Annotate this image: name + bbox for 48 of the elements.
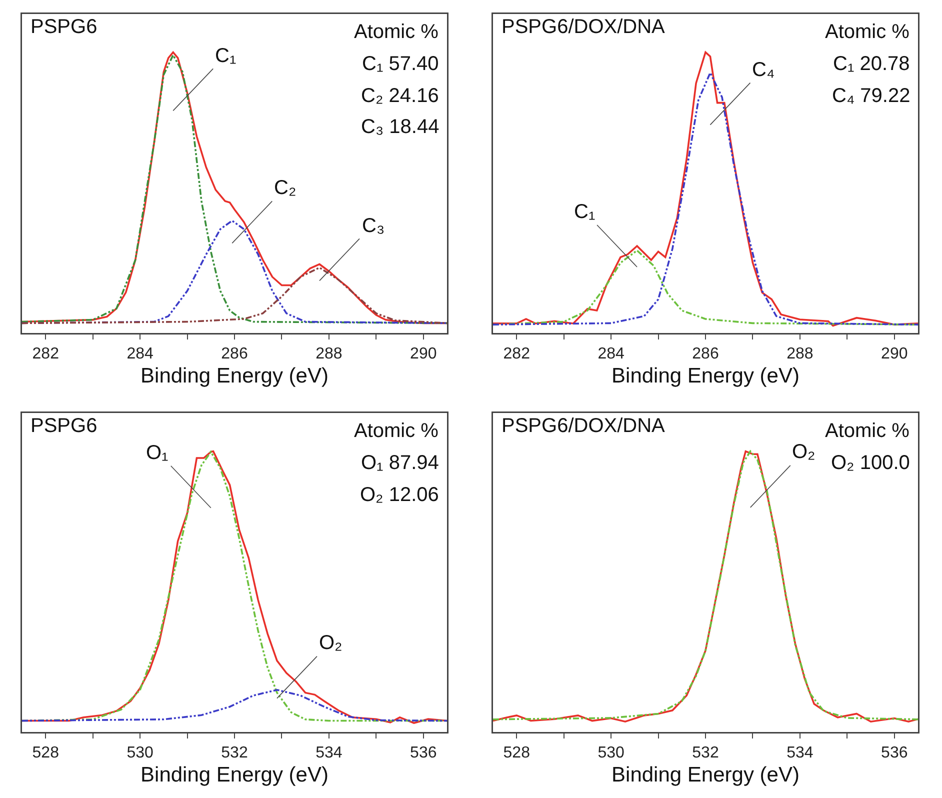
text: C₂	[274, 177, 296, 199]
text: Atomic %	[825, 420, 910, 442]
x-tick-label: 534	[316, 744, 342, 762]
chart-title: PSPG6/DOX/DNA	[502, 16, 666, 38]
chart-title: PSPG6	[30, 16, 98, 38]
annotation: C₁ 20.78	[833, 53, 910, 75]
x-tick-label: 528	[503, 744, 530, 762]
x-tick-label: 288	[316, 346, 342, 363]
x-axis-title: Binding Energy (eV)	[140, 364, 328, 388]
text: Atomic %	[354, 21, 439, 43]
series-label: C₄	[752, 59, 775, 81]
x-tick-label: 290	[881, 346, 908, 363]
chart-title: PSPG6	[30, 414, 98, 437]
x-tick-label: 530	[598, 744, 625, 762]
x-axis-title: Binding Energy (eV)	[140, 764, 328, 787]
text: Atomic %	[354, 420, 439, 442]
annotation: O₂ 100.0	[831, 452, 910, 474]
x-tick-label: 536	[881, 744, 908, 762]
series-label: O₂	[792, 441, 816, 463]
annotation: C₄ 79.22	[832, 85, 910, 107]
x-tick-label: 286	[221, 346, 248, 363]
annotation: C₃ 18.44	[361, 116, 440, 138]
annotation: O₁ 87.94	[361, 452, 439, 474]
series-label: C₁	[215, 45, 236, 67]
x-tick-label: 528	[32, 744, 60, 762]
series-label: O₁	[146, 442, 169, 464]
x-tick-label: 282	[32, 346, 60, 363]
text: Atomic %	[825, 21, 910, 43]
x-tick-label: 532	[692, 744, 719, 762]
text: C₁	[574, 201, 596, 223]
x-tick-label: 282	[503, 346, 530, 363]
x-tick-label: 286	[692, 346, 719, 363]
annotation: C₂ 24.16	[361, 85, 439, 107]
x-tick-label: 290	[410, 346, 437, 363]
text: C₃	[362, 215, 385, 237]
x-tick-label: 288	[786, 346, 814, 363]
x-axis-title: Binding Energy (eV)	[612, 364, 800, 388]
x-axis-title: Binding Energy (eV)	[612, 764, 800, 787]
x-tick-label: 532	[221, 744, 248, 762]
x-tick-label: 284	[598, 346, 625, 363]
text: O₂	[319, 632, 342, 654]
annotation: C₁ 57.40	[362, 53, 439, 75]
annotation: O₂ 12.06	[360, 484, 439, 506]
chart-title: PSPG6/DOX/DNA	[502, 414, 666, 437]
x-tick-label: 536	[410, 744, 437, 762]
x-tick-label: 530	[126, 744, 154, 762]
x-tick-label: 534	[786, 744, 814, 762]
x-tick-label: 284	[126, 346, 154, 363]
